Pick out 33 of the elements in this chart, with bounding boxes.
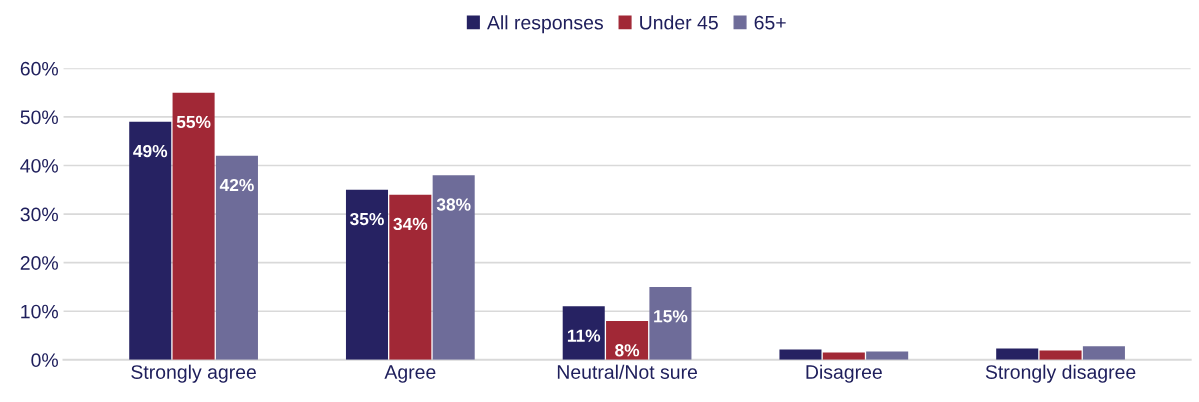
legend-label: Under 45 — [640, 15, 718, 30]
data-label: 34% — [393, 217, 428, 231]
x-tick-label: Disagree — [806, 364, 882, 383]
x-tick-label: Strongly disagree — [985, 364, 1136, 383]
y-tick-label: 50% — [20, 110, 58, 125]
bar — [1082, 346, 1125, 360]
data-label: 15% — [654, 310, 688, 323]
legend-label: All responses — [487, 15, 603, 34]
bar — [432, 175, 475, 360]
y-tick-label: 10% — [21, 304, 58, 319]
bar — [172, 92, 215, 360]
legend-label: 65+ — [754, 15, 786, 30]
y-tick-label: 20% — [20, 256, 58, 270]
y-tick-label: 30% — [20, 207, 58, 222]
data-label: 11% — [567, 329, 601, 342]
data-label: 35% — [350, 212, 384, 226]
x-tick-label: Strongly agree — [131, 364, 256, 383]
y-tick-label: 40% — [20, 158, 58, 173]
data-label: 8% — [615, 344, 640, 357]
bar — [562, 306, 605, 360]
x-tick-label: Neutral/Not sure — [557, 364, 697, 379]
x-tick-label: Agree — [384, 365, 436, 383]
data-label: 55% — [176, 115, 211, 129]
y-tick-label: 0% — [31, 353, 58, 368]
bar — [649, 286, 692, 360]
y-tick-label: 60% — [20, 61, 58, 76]
data-label: 38% — [436, 198, 471, 211]
bar — [345, 189, 389, 360]
bar — [215, 155, 258, 360]
data-label: 49% — [133, 144, 168, 158]
data-label: 42% — [219, 178, 254, 192]
bar — [129, 121, 172, 360]
bar — [389, 194, 432, 360]
